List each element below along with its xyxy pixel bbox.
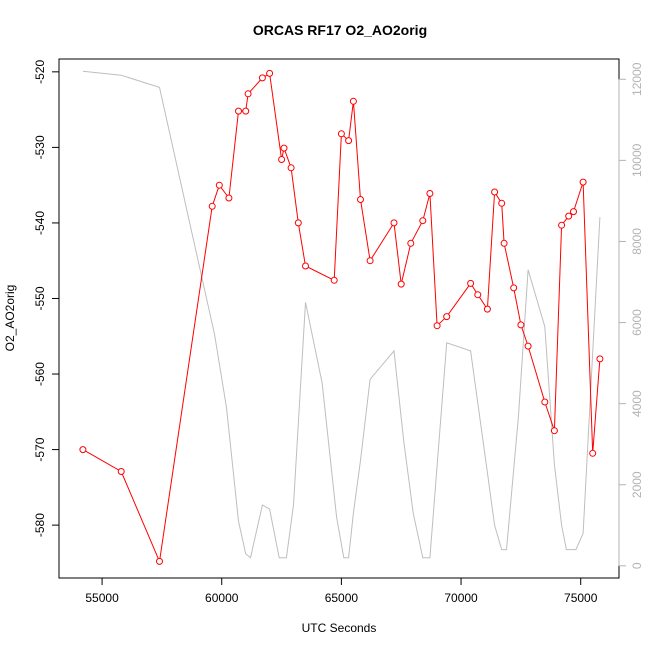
y-tick-label: -580	[33, 513, 47, 537]
y-tick-label: -530	[33, 135, 47, 159]
y2-axis: 0 2000 4000 6000 8000 10000 12000	[618, 62, 644, 569]
data-point	[510, 284, 518, 292]
y-tick-label: -550	[33, 286, 47, 310]
y-axis: -580 -570 -560 -550 -540 -530 -520	[33, 60, 60, 537]
data-point	[345, 137, 353, 145]
data-point	[349, 97, 357, 105]
y-tick-label: -520	[33, 60, 47, 84]
data-point	[337, 130, 345, 138]
series-layer	[79, 69, 604, 565]
data-point	[426, 190, 434, 197]
data-point	[579, 178, 587, 186]
data-point	[156, 557, 163, 565]
y-tick-label: -540	[33, 211, 47, 235]
data-point	[491, 188, 499, 196]
data-point	[500, 239, 508, 247]
data-point	[570, 208, 577, 216]
data-point	[390, 219, 398, 227]
series-line-secondary	[82, 70, 601, 559]
series-line-primary	[82, 72, 601, 564]
x-tick-label: 60000	[205, 591, 239, 605]
x-tick-label: 65000	[325, 591, 359, 605]
data-point	[242, 107, 250, 115]
data-point	[280, 144, 288, 152]
data-point	[366, 257, 374, 265]
data-point	[266, 69, 274, 77]
y2-tick-label: 6000	[630, 309, 644, 336]
data-point	[474, 291, 482, 299]
x-tick-label: 75000	[564, 591, 598, 605]
data-point	[225, 194, 233, 202]
y2-tick-label: 12000	[630, 62, 644, 96]
data-point	[407, 239, 415, 247]
y2-tick-label: 10000	[630, 143, 644, 177]
data-point	[294, 219, 302, 227]
data-point	[550, 427, 558, 435]
data-point	[302, 262, 309, 270]
data-point	[558, 221, 566, 229]
plot-frame	[58, 58, 620, 579]
data-point	[467, 279, 475, 287]
data-point	[208, 202, 216, 210]
data-point	[483, 305, 491, 313]
data-point	[443, 313, 451, 321]
x-tick-label: 70000	[444, 591, 478, 605]
chart-title: ORCAS RF17 O2_AO2orig	[253, 22, 427, 38]
data-point	[589, 449, 597, 457]
y-tick-label: -570	[33, 437, 47, 461]
data-point	[397, 280, 405, 288]
x-axis-label: UTC Seconds	[302, 621, 377, 635]
y2-tick-label: 4000	[630, 390, 644, 417]
data-point	[117, 468, 125, 475]
y-axis-label: O2_AO2orig	[3, 285, 17, 352]
y2-tick-label: 0	[630, 562, 644, 569]
data-point	[244, 90, 252, 98]
data-point	[419, 217, 427, 225]
data-point	[498, 199, 506, 207]
y2-tick-label: 8000	[630, 228, 644, 255]
data-point	[215, 181, 223, 189]
x-tick-label: 55000	[85, 591, 119, 605]
y-tick-label: -560	[33, 362, 47, 386]
data-point	[235, 107, 242, 115]
data-point	[565, 212, 573, 220]
x-axis: 55000 60000 65000 70000 75000	[85, 577, 598, 605]
y2-tick-label: 2000	[630, 471, 644, 498]
data-point	[357, 196, 364, 203]
data-point	[258, 74, 266, 82]
data-point	[517, 321, 525, 329]
data-point	[79, 446, 87, 454]
data-point	[287, 164, 295, 172]
data-point	[541, 398, 549, 406]
data-point	[278, 156, 286, 163]
data-point	[433, 322, 441, 330]
data-point	[596, 355, 604, 363]
data-point	[524, 342, 532, 350]
data-point	[330, 276, 338, 284]
